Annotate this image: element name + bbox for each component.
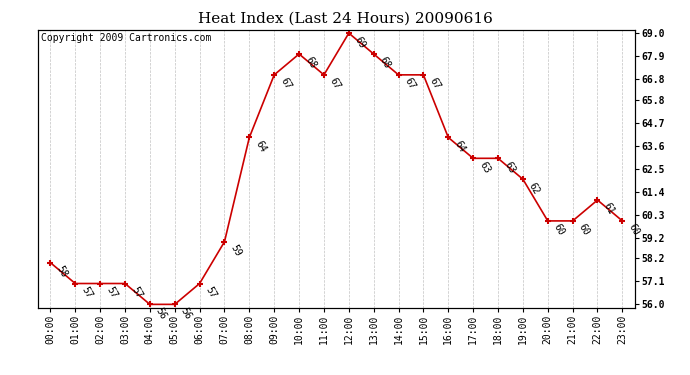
Text: 56: 56: [179, 306, 193, 321]
Text: 67: 67: [328, 76, 343, 92]
Text: 61: 61: [602, 201, 616, 217]
Text: 69: 69: [353, 34, 368, 50]
Text: 57: 57: [104, 285, 119, 300]
Text: 63: 63: [477, 160, 492, 175]
Text: 67: 67: [278, 76, 293, 92]
Text: 57: 57: [204, 285, 218, 300]
Text: 60: 60: [577, 222, 591, 237]
Text: 58: 58: [55, 264, 69, 279]
Text: 67: 67: [403, 76, 417, 92]
Text: 64: 64: [453, 139, 467, 154]
Text: 56: 56: [154, 306, 168, 321]
Text: 60: 60: [627, 222, 641, 237]
Text: 64: 64: [253, 139, 268, 154]
Text: 57: 57: [129, 285, 144, 300]
Text: 62: 62: [527, 181, 542, 196]
Text: 63: 63: [502, 160, 517, 175]
Text: 67: 67: [428, 76, 442, 92]
Text: 68: 68: [303, 56, 318, 70]
Text: 57: 57: [79, 285, 94, 300]
Text: 60: 60: [552, 222, 566, 237]
Text: Heat Index (Last 24 Hours) 20090616: Heat Index (Last 24 Hours) 20090616: [197, 11, 493, 25]
Text: 59: 59: [228, 243, 243, 258]
Text: 68: 68: [378, 56, 393, 70]
Text: Copyright 2009 Cartronics.com: Copyright 2009 Cartronics.com: [41, 33, 211, 43]
